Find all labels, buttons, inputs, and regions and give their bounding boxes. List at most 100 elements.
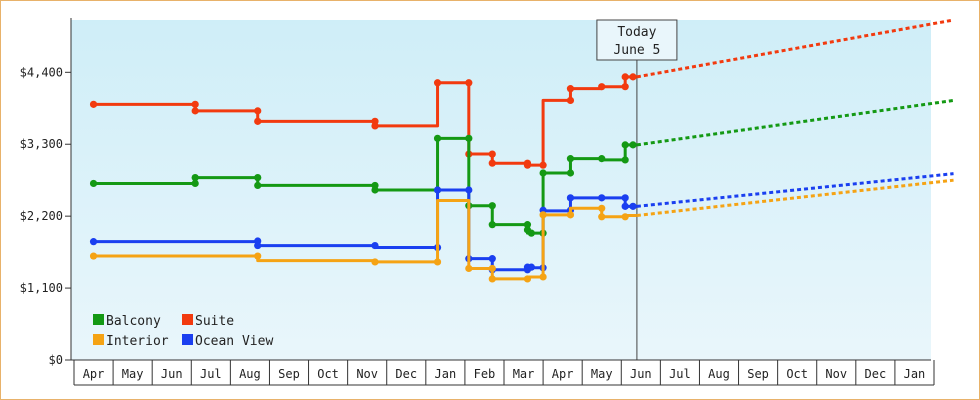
data-point-interior xyxy=(488,264,496,273)
y-tick-label: $4,400 xyxy=(20,65,63,79)
x-tick-label: Dec xyxy=(865,367,887,381)
data-point-interior xyxy=(371,258,379,266)
data-point-ocean-view xyxy=(488,255,496,263)
x-tick-label: Aug xyxy=(708,367,730,381)
data-point-balcony xyxy=(621,141,629,149)
axes xyxy=(70,18,931,361)
data-point-balcony xyxy=(621,156,629,164)
x-tick-label: Jan xyxy=(904,367,926,381)
x-tick-label: Aug xyxy=(239,367,261,381)
x-tick-label: Jan xyxy=(435,367,457,381)
x-tick-label: Apr xyxy=(552,367,574,381)
data-point-suite xyxy=(254,107,262,115)
data-point-interior xyxy=(539,273,547,281)
x-ticks: Apr May Jun Jul Aug Sep Oct Nov Dec Jan Feb Mar Apr M… xyxy=(73,360,935,386)
data-point-ocean-view xyxy=(621,202,629,210)
x-tick-label: May xyxy=(122,367,144,381)
data-point-suite xyxy=(433,79,442,87)
data-point-interior xyxy=(89,252,98,260)
data-point-suite xyxy=(488,150,496,158)
data-point-balcony xyxy=(191,179,199,188)
data-point-ocean-view xyxy=(621,194,629,202)
x-tick-label: Apr xyxy=(83,367,105,381)
data-point-interior xyxy=(465,264,473,273)
data-point-balcony xyxy=(566,155,575,163)
legend-swatch-balcony xyxy=(93,314,104,325)
legend-label-ocean-view: Ocean View xyxy=(195,334,273,349)
y-tick-label: $3,300 xyxy=(20,137,63,151)
data-point-balcony xyxy=(191,173,199,182)
data-point-interior xyxy=(539,211,547,219)
x-tick-label: Mar xyxy=(513,367,535,381)
plot-background xyxy=(71,20,931,360)
data-point-suite xyxy=(523,161,532,169)
x-tick-label: Sep xyxy=(747,367,769,381)
y-tick-label: $1,100 xyxy=(20,281,63,295)
data-point-suite xyxy=(629,73,637,81)
series-group xyxy=(89,18,954,283)
data-point-balcony xyxy=(488,221,496,229)
x-tick-label: Oct xyxy=(317,367,339,381)
data-point-suite xyxy=(89,100,98,108)
data-point-balcony xyxy=(598,155,606,163)
data-point-ocean-view xyxy=(371,241,379,250)
data-point-balcony xyxy=(254,181,262,190)
data-point-balcony xyxy=(465,134,473,142)
data-point-ocean-view xyxy=(598,194,606,202)
x-tick-label: Jun xyxy=(161,367,183,381)
data-point-suite xyxy=(621,73,629,81)
x-tick-label: Sep xyxy=(278,367,300,381)
data-point-interior xyxy=(566,211,575,219)
data-point-balcony xyxy=(566,169,575,177)
x-tick-label: Feb xyxy=(474,367,496,381)
x-tick-label: Nov xyxy=(825,367,847,381)
data-point-suite xyxy=(566,85,575,93)
legend-swatch-interior xyxy=(93,334,104,345)
x-tick-label: Nov xyxy=(356,367,378,381)
data-point-balcony xyxy=(371,186,379,194)
data-point-interior xyxy=(598,213,606,221)
data-point-suite xyxy=(621,83,629,91)
x-tick-label: Jun xyxy=(630,367,652,381)
y-ticks: $0 $1,100 $2,200 $3,300 $4,400 xyxy=(20,65,71,367)
data-point-ocean-view xyxy=(629,202,637,210)
data-point-ocean-view xyxy=(89,238,98,246)
data-point-interior xyxy=(433,258,442,266)
data-point-balcony xyxy=(539,169,547,177)
y-tick-label: $2,200 xyxy=(20,209,63,223)
legend-label-suite: Suite xyxy=(195,314,234,329)
data-point-ocean-view xyxy=(254,241,262,250)
legend-label-interior: Interior xyxy=(106,334,169,349)
data-point-ocean-view xyxy=(527,263,535,271)
x-tick-label: Jul xyxy=(669,367,691,381)
data-point-suite xyxy=(191,107,199,115)
data-point-suite xyxy=(191,100,199,108)
today-date-label: June 5 xyxy=(613,43,660,58)
data-point-balcony xyxy=(629,141,637,149)
data-point-ocean-view xyxy=(566,194,575,202)
data-point-suite xyxy=(488,159,496,167)
forecast-line-suite xyxy=(636,18,954,79)
today-marker: Today June 5 xyxy=(596,19,678,360)
data-point-suite xyxy=(566,96,575,105)
x-tick-label: Dec xyxy=(395,367,417,381)
y-tick-label: $0 xyxy=(49,353,63,367)
legend: Balcony Suite Interior Ocean View xyxy=(93,314,273,349)
data-point-suite xyxy=(371,122,379,130)
x-tick-label: Jul xyxy=(200,367,222,381)
legend-label-balcony: Balcony xyxy=(106,314,161,329)
legend-swatch-ocean-view xyxy=(182,334,193,345)
data-point-interior xyxy=(621,213,629,221)
data-point-balcony xyxy=(433,134,442,142)
data-point-ocean-view xyxy=(433,186,442,194)
today-label: Today xyxy=(617,25,656,40)
data-point-suite xyxy=(598,83,606,91)
data-point-interior xyxy=(523,275,532,283)
today-label-box xyxy=(596,19,678,61)
data-point-interior xyxy=(254,252,262,260)
x-tick-label: Oct xyxy=(786,367,808,381)
data-point-balcony xyxy=(254,173,262,182)
data-point-suite xyxy=(465,79,473,87)
x-tick-label: May xyxy=(591,367,613,381)
